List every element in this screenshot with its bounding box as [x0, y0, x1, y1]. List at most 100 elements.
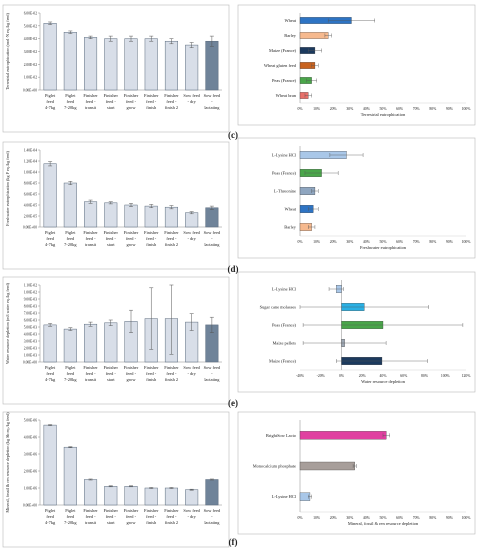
category-label: feed -: [126, 236, 137, 241]
bar: [84, 201, 98, 228]
y-tick-label: 4.00E-03: [24, 333, 37, 337]
y-tick-label: 6.00E-02: [24, 12, 37, 16]
chart-e: -40% -20% 0% 20% 40% 60% 80% 100% 120% Water reso…: [237, 271, 476, 393]
category-label: feed -: [126, 514, 137, 519]
bar: [84, 323, 98, 363]
chart-frame: [237, 4, 476, 126]
category-label: feed: [67, 371, 75, 376]
category-label: Finisher: [104, 365, 119, 370]
category-label: feed -: [126, 99, 137, 104]
category-label: Piglet: [45, 508, 56, 513]
category-label: -: [211, 236, 213, 241]
x-tick-label: 60%: [396, 107, 404, 111]
category-label: feed: [46, 99, 54, 104]
category-label: feed: [46, 236, 54, 241]
category-label: 7-20kg: [64, 520, 77, 525]
y-tick-label: 1.00E-02: [24, 291, 37, 295]
category-label: finish: [146, 377, 157, 382]
x-axis-label: Terrestrial eutrophication: [361, 112, 406, 117]
category-label: Finisher: [124, 508, 139, 513]
category-label: transit: [85, 242, 97, 247]
category-label: grow: [126, 242, 136, 247]
y-tick-label: 2.00E-05: [24, 215, 37, 219]
category-label: Finisher: [144, 230, 159, 235]
x-tick-label: 100%: [441, 374, 451, 378]
x-tick-label: 100%: [462, 107, 472, 111]
bar: [185, 44, 199, 91]
y-tick-label: 1.00E-03: [24, 354, 37, 358]
category-label: Finisher: [83, 230, 98, 235]
category-label: Piglet: [45, 230, 56, 235]
category-label: feed -: [126, 371, 137, 376]
y-tick-label: 9.00E-03: [24, 298, 37, 302]
category-label: -: [211, 514, 213, 519]
y-tick-label: 3.00E-03: [24, 340, 37, 344]
category-label: Maize (France): [269, 48, 296, 53]
x-tick-label: 20%: [330, 107, 338, 111]
x-tick-label: 0%: [297, 107, 303, 111]
panel-label: (c): [228, 130, 238, 140]
category-label: feed -: [166, 514, 177, 519]
bar: [185, 489, 199, 506]
category-label: feed -: [85, 514, 96, 519]
bar: [84, 37, 98, 91]
x-tick-label: 0%: [297, 516, 303, 520]
category-label: 7-20kg: [64, 242, 77, 247]
category-label: feed -: [106, 99, 117, 104]
category-label: L-Lysine HCl: [272, 153, 297, 158]
category-label: -: [211, 99, 213, 104]
x-tick-label: 50%: [380, 240, 388, 244]
category-label: Sow feed: [204, 230, 221, 235]
category-label: feed -: [106, 514, 117, 519]
y-tick-label: 7.00E-03: [24, 312, 37, 316]
category-label: - dry: [187, 371, 196, 376]
x-tick-label: 80%: [429, 516, 437, 520]
x-tick-label: 90%: [446, 240, 454, 244]
x-tick-label: 10%: [313, 107, 321, 111]
category-label: feed: [46, 514, 54, 519]
category-label: feed -: [146, 514, 157, 519]
category-label: Finisher: [104, 93, 119, 98]
bar: [43, 163, 57, 228]
category-label: feed -: [166, 371, 177, 376]
category-label: Piglet: [45, 365, 56, 370]
x-tick-label: -40%: [296, 374, 305, 378]
x-tick-label: 80%: [421, 374, 429, 378]
x-tick-label: 80%: [429, 107, 437, 111]
category-label: L-Threonine: [274, 189, 296, 194]
category-label: start: [107, 520, 115, 525]
category-label: finish 2: [165, 377, 178, 382]
panel-label: (f): [229, 537, 238, 547]
category-label: transit: [85, 520, 97, 525]
category-label: Monocalcium phosphate: [253, 464, 296, 469]
category-label: lactating: [204, 105, 220, 110]
bar: [63, 446, 77, 506]
y-axis-label: Water resource depletion (m3 water eq./k…: [5, 282, 10, 364]
category-label: Wheat gluten feed: [264, 63, 297, 68]
x-tick-label: 70%: [413, 107, 421, 111]
category-label: Piglet: [65, 365, 76, 370]
bar: [104, 202, 118, 228]
x-tick-label: 40%: [363, 107, 371, 111]
category-label: 7-20kg: [64, 377, 77, 382]
y-tick-label: 2.00E-06: [24, 470, 37, 474]
category-label: feed: [46, 371, 54, 376]
category-label: feed -: [106, 236, 117, 241]
x-tick-label: 30%: [346, 107, 354, 111]
y-tick-label: 1.00E-02: [24, 76, 37, 80]
category-label: grow: [126, 105, 136, 110]
y-tick-label: 2.00E-02: [24, 63, 37, 67]
chart-frame: [237, 137, 476, 259]
category-label: lactating: [204, 520, 220, 525]
y-axis-label: Freshwater eutrophication (kg P eq./kg f…: [5, 151, 10, 226]
category-label: Finisher: [164, 365, 179, 370]
bar: [124, 38, 138, 91]
category-label: Wheat: [285, 18, 297, 23]
y-tick-label: 3.00E-06: [24, 453, 37, 457]
category-label: feed -: [146, 371, 157, 376]
x-tick-label: 50%: [380, 516, 388, 520]
category-label: finish: [146, 520, 157, 525]
x-tick-label: 60%: [396, 516, 404, 520]
y-tick-label: 0.00E+00: [23, 361, 37, 365]
category-label: Sugar cane molasses: [260, 305, 297, 310]
